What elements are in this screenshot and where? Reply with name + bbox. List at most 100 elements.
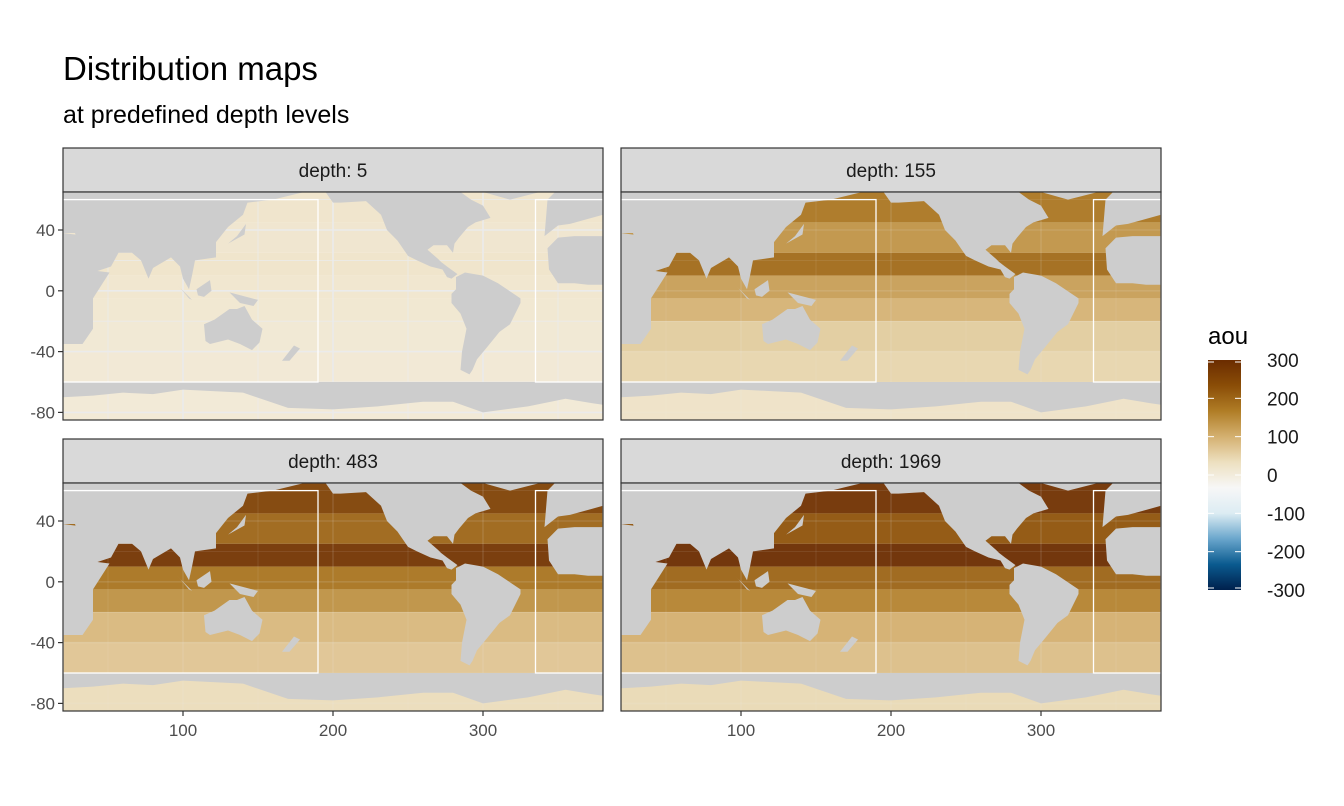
landmass <box>63 192 318 290</box>
facet-panel: depth: 1969 100 200 300 <box>620 438 1162 740</box>
landmass <box>754 571 770 588</box>
panel-frame <box>620 191 1162 421</box>
color-legend: aou 300 200 100 0 -100 -200 -300 <box>1208 323 1305 602</box>
legend-tick-label: -200 <box>1267 543 1305 564</box>
landmass <box>621 192 876 290</box>
y-tick-label: -80 <box>30 694 55 713</box>
facet-label: depth: 483 <box>288 452 378 473</box>
landmass <box>1105 527 1161 576</box>
landmass <box>228 223 246 244</box>
y-tick-label: 0 <box>46 282 55 301</box>
landmass <box>544 192 603 237</box>
region-box <box>63 489 319 674</box>
facet-panel: depth: 483 40 0 -40 -80 100 200 300 <box>30 438 604 740</box>
legend-tick-label: 100 <box>1267 428 1299 449</box>
facet-strip <box>620 438 1162 484</box>
y-tick-label: -40 <box>30 343 55 362</box>
landmass <box>762 306 821 351</box>
aou-band <box>621 642 1161 673</box>
x-tick-label: 200 <box>319 721 347 740</box>
landmass <box>325 192 491 279</box>
landmass <box>196 571 212 588</box>
landmass <box>786 223 804 244</box>
legend-tick-label: 300 <box>1267 351 1299 372</box>
x-tick-label: 300 <box>469 721 497 740</box>
landmass <box>840 345 858 361</box>
aou-band <box>621 612 1161 643</box>
landmass <box>621 382 1161 413</box>
landmass <box>204 306 263 351</box>
landmass <box>544 483 603 528</box>
facet-panel: depth: 5 40 0 -40 -80 <box>30 147 604 422</box>
landmass <box>63 483 318 581</box>
landmass <box>787 292 816 306</box>
landmass <box>483 192 540 200</box>
landmass <box>175 283 192 300</box>
x-tick-label: 300 <box>1027 721 1055 740</box>
facet-strip <box>620 147 1162 193</box>
landmass <box>787 583 816 597</box>
region-box <box>534 489 603 674</box>
landmass <box>204 597 263 642</box>
region-box <box>534 198 603 383</box>
landmass <box>621 233 668 344</box>
landmass <box>883 192 1049 279</box>
landmass <box>451 563 521 666</box>
landmass <box>621 673 1161 704</box>
region-box <box>1092 198 1161 383</box>
landmass <box>621 483 876 581</box>
landmass <box>1102 192 1161 237</box>
landmass <box>282 636 300 652</box>
landmass <box>883 483 1049 570</box>
y-tick-label: 0 <box>46 573 55 592</box>
chart-title: Distribution maps <box>63 50 318 87</box>
landmass <box>196 280 212 297</box>
panel-frame <box>62 191 604 421</box>
landmass <box>63 382 603 413</box>
legend-tick-label: -100 <box>1267 504 1305 525</box>
x-tick-label: 100 <box>727 721 755 740</box>
landmass <box>63 673 603 704</box>
region-box <box>63 198 319 383</box>
region-box <box>1092 489 1161 674</box>
facet-label: depth: 1969 <box>841 452 941 473</box>
aou-band <box>621 321 1161 352</box>
landmass <box>762 597 821 642</box>
aou-band <box>63 642 603 673</box>
chart-subtitle: at predefined depth levels <box>63 101 350 129</box>
landmass <box>63 233 110 344</box>
legend-tick-label: 0 <box>1267 466 1278 487</box>
landmass <box>547 527 603 576</box>
landmass <box>451 272 521 375</box>
facet-label: depth: 155 <box>846 161 936 182</box>
aou-band <box>621 351 1161 382</box>
facet-label: depth: 5 <box>299 161 368 182</box>
landmass <box>733 574 750 591</box>
landmass <box>229 292 258 306</box>
landmass <box>733 283 750 300</box>
landmass <box>1009 563 1079 666</box>
landmass <box>840 636 858 652</box>
y-tick-label: -80 <box>30 403 55 422</box>
facet-panel: depth: 155 <box>620 147 1162 421</box>
landmass <box>786 514 804 535</box>
region-box <box>621 198 877 383</box>
landmass <box>1009 272 1079 375</box>
landmass <box>1041 483 1098 491</box>
y-tick-label: -40 <box>30 634 55 653</box>
landmass <box>175 574 192 591</box>
x-tick-label: 200 <box>877 721 905 740</box>
landmass <box>621 524 668 635</box>
landmass <box>754 280 770 297</box>
legend-tick-label: 200 <box>1267 389 1299 410</box>
x-tick-label: 100 <box>169 721 197 740</box>
landmass <box>63 524 110 635</box>
landmass <box>282 345 300 361</box>
landmass <box>1105 236 1161 285</box>
landmass <box>1102 483 1161 528</box>
landmass <box>1041 192 1098 200</box>
aou-band <box>63 612 603 643</box>
y-tick-label: 40 <box>36 512 55 531</box>
legend-tick-label: -300 <box>1267 581 1305 602</box>
